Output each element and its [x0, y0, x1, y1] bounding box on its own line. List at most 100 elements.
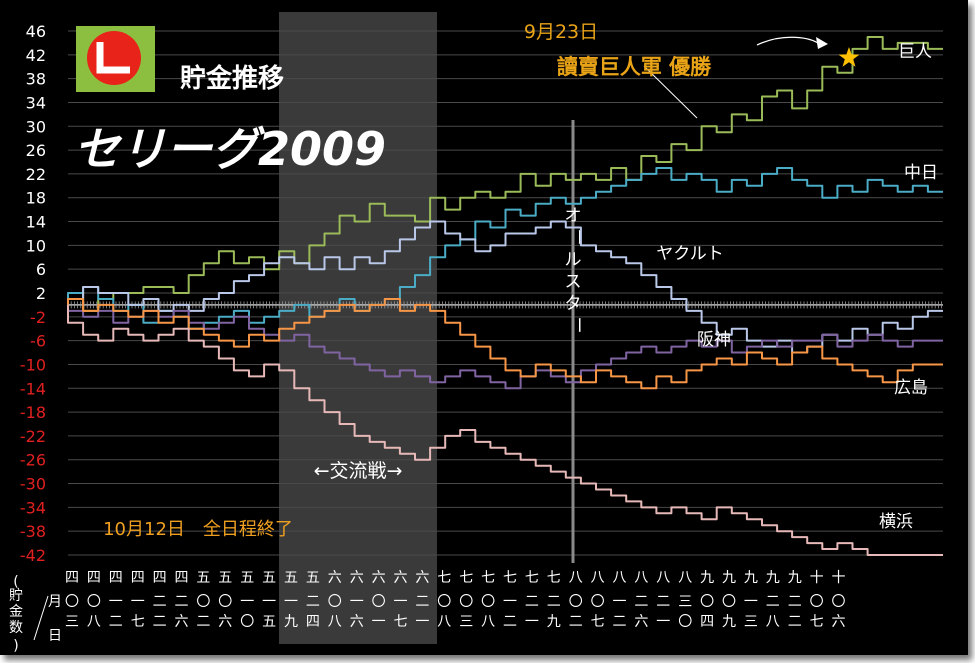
- y-tick-label: -26: [20, 451, 46, 470]
- logo-mark: [96, 42, 130, 74]
- y-tick-label: 10: [26, 236, 46, 255]
- y-axis-title-char: 貯: [9, 588, 23, 604]
- x-day-label: 九: [722, 614, 736, 630]
- x-day-label: 二: [109, 614, 123, 630]
- x-day-label: 〇: [240, 614, 254, 630]
- x-day-label: 五: [262, 614, 276, 630]
- y-tick-label: -38: [20, 522, 46, 541]
- y-tick-label: 2: [36, 284, 46, 303]
- x-day-label: 七: [394, 614, 408, 630]
- x-day-label: 三: [459, 614, 473, 630]
- x-axis-title-char: 月: [48, 594, 62, 610]
- x-month-label: 六: [350, 570, 364, 586]
- x-month-label: 五: [240, 570, 254, 586]
- x-day-label: 二: [613, 614, 627, 630]
- x-month-label: 五: [284, 570, 298, 586]
- x-month-label: 九: [700, 570, 714, 586]
- x-day-label: 一: [394, 594, 408, 610]
- x-month-label: 七: [459, 570, 473, 586]
- x-day-label: 二: [634, 594, 648, 610]
- x-day-label: 六: [350, 614, 364, 630]
- x-day-label: 八: [766, 614, 780, 630]
- x-month-label: 八: [591, 570, 605, 586]
- x-day-label: 〇: [87, 594, 101, 610]
- x-month-label: 四: [131, 570, 145, 586]
- x-axis-title: 月日: [33, 594, 62, 644]
- x-day-label: 八: [328, 614, 342, 630]
- x-day-label: 〇: [678, 614, 692, 630]
- x-day-label: 一: [613, 594, 627, 610]
- champion-star: [838, 47, 860, 67]
- allstar-char: ー: [568, 317, 588, 334]
- x-day-label: 一: [744, 594, 758, 610]
- x-day-label: 〇: [569, 594, 583, 610]
- x-axis-title-slash: [33, 595, 49, 641]
- x-day-label: 三: [744, 614, 758, 630]
- x-month-label: 七: [437, 570, 451, 586]
- x-day-label: 七: [591, 614, 605, 630]
- x-day-label: 〇: [459, 594, 473, 610]
- x-day-label: 二: [525, 594, 539, 610]
- y-axis-title-char: (: [13, 574, 18, 590]
- series-label: ヤクルト: [656, 244, 724, 264]
- x-day-label: 二: [788, 594, 802, 610]
- x-day-label: 二: [415, 594, 429, 610]
- chart-title: セリーグ2009: [74, 122, 386, 176]
- y-tick-label: 6: [36, 260, 46, 279]
- x-day-label: 二: [175, 594, 189, 610]
- x-day-label: 〇: [196, 594, 210, 610]
- x-month-label: 八: [656, 570, 670, 586]
- x-month-label: 九: [788, 570, 802, 586]
- x-day-label: 九: [284, 614, 298, 630]
- x-day-label: 二: [153, 594, 167, 610]
- champion-text: 讀賣巨人軍 優勝: [557, 55, 712, 79]
- x-day-label: 〇: [328, 594, 342, 610]
- y-tick-label: 30: [26, 117, 46, 136]
- allstar-char: ス: [565, 272, 582, 292]
- allstar-char: タ: [565, 294, 582, 314]
- y-tick-label: -34: [20, 498, 46, 517]
- y-tick-label: -6: [30, 332, 46, 351]
- x-month-label: 四: [65, 570, 79, 586]
- x-month-label: 六: [372, 570, 386, 586]
- x-day-label: 一: [656, 614, 670, 630]
- champion-date: 9月23日: [524, 21, 598, 43]
- x-month-label: 五: [306, 570, 320, 586]
- y-tick-label: 14: [26, 213, 46, 232]
- x-day-label: 一: [284, 594, 298, 610]
- season-end-note: 10月12日 全日程終了: [103, 519, 293, 540]
- x-day-label: 三: [678, 594, 692, 610]
- x-axis-title-char: 日: [48, 628, 62, 644]
- y-axis-title-char: ): [13, 638, 18, 654]
- x-day-label: 二: [569, 614, 583, 630]
- series-label: 中日: [904, 163, 938, 183]
- series-label: 巨人: [898, 42, 932, 62]
- x-day-label: 〇: [810, 594, 824, 610]
- y-tick-label: -22: [20, 427, 46, 446]
- x-day-label: 一: [131, 594, 145, 610]
- logo-circle: [87, 31, 141, 85]
- x-day-label: 八: [481, 614, 495, 630]
- x-day-label: 〇: [832, 594, 846, 610]
- interleague-label: ←交流戦→: [314, 460, 403, 482]
- x-day-label: 〇: [481, 594, 495, 610]
- x-month-label: 八: [569, 570, 583, 586]
- x-day-label: 二: [153, 614, 167, 630]
- y-tick-label: -18: [20, 403, 46, 422]
- series-line: [67, 304, 943, 556]
- x-month-label: 四: [109, 570, 123, 586]
- x-day-label: 二: [766, 594, 780, 610]
- y-tick-label: 34: [26, 93, 46, 112]
- y-tick-label: 26: [26, 141, 46, 160]
- x-day-label: 六: [832, 614, 846, 630]
- annotation-pointer: [643, 65, 698, 119]
- chart-subtitle: 貯金推移: [180, 63, 284, 94]
- y-tick-label: 42: [26, 46, 46, 65]
- y-tick-label: 18: [26, 189, 46, 208]
- x-month-label: 七: [503, 570, 517, 586]
- y-tick-label: -42: [20, 546, 46, 565]
- series-label: 広島: [894, 378, 928, 398]
- x-month-label: 八: [634, 570, 648, 586]
